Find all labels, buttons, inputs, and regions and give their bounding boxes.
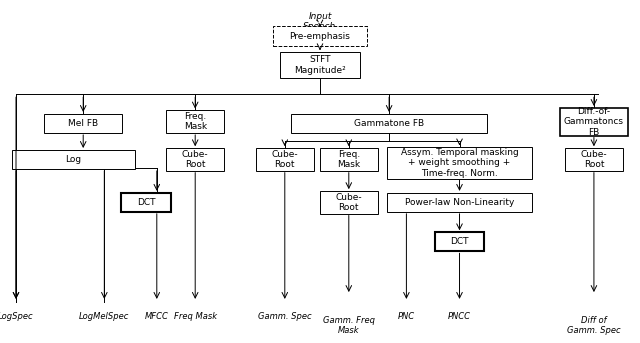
Text: DCT: DCT [451,237,468,246]
Text: PNCC: PNCC [448,312,471,321]
FancyBboxPatch shape [565,148,623,171]
Text: Pre-emphasis: Pre-emphasis [289,32,351,40]
Text: DCT: DCT [137,198,155,207]
Text: Power-law Non-Linearity: Power-law Non-Linearity [405,198,514,207]
FancyBboxPatch shape [13,150,135,169]
FancyBboxPatch shape [45,114,122,133]
Text: LogMelSpec: LogMelSpec [79,312,129,321]
FancyBboxPatch shape [291,114,487,133]
Text: Cube-
Root: Cube- Root [335,193,362,212]
FancyBboxPatch shape [121,193,171,212]
Text: Gamm. Spec: Gamm. Spec [258,312,312,321]
Text: Gamm. Freq
Mask: Gamm. Freq Mask [323,316,375,335]
Text: Cube-
Root: Cube- Root [271,150,298,169]
FancyBboxPatch shape [387,147,532,178]
FancyBboxPatch shape [560,108,628,135]
Text: Freq.
Mask: Freq. Mask [337,150,360,169]
Text: Log: Log [65,155,82,164]
Text: Freq Mask: Freq Mask [173,312,217,321]
Text: MFCC: MFCC [145,312,169,321]
Text: Cube-
Root: Cube- Root [182,150,209,169]
FancyBboxPatch shape [256,148,314,171]
FancyBboxPatch shape [273,26,367,46]
Text: Diff.-of-
Gammatoncs
FB: Diff.-of- Gammatoncs FB [564,107,624,137]
Text: Input
Speech: Input Speech [303,12,337,32]
FancyBboxPatch shape [435,232,484,251]
Text: Diff of
Gamm. Spec: Diff of Gamm. Spec [567,316,621,335]
FancyBboxPatch shape [280,52,360,78]
Text: Mel FB: Mel FB [68,119,99,128]
Text: Assym. Temporal masking
+ weight smoothing +
Time-freq. Norm.: Assym. Temporal masking + weight smoothi… [401,148,518,178]
Text: PNC: PNC [398,312,415,321]
FancyBboxPatch shape [166,148,225,171]
Text: STFT
Magnitude²: STFT Magnitude² [294,56,346,75]
Text: Cube-
Root: Cube- Root [580,150,607,169]
Text: Gammatone FB: Gammatone FB [354,119,424,128]
FancyBboxPatch shape [320,148,378,171]
Text: Freq.
Mask: Freq. Mask [184,112,207,131]
Text: LogSpec: LogSpec [0,312,34,321]
FancyBboxPatch shape [320,191,378,214]
FancyBboxPatch shape [387,193,532,212]
FancyBboxPatch shape [166,110,225,133]
